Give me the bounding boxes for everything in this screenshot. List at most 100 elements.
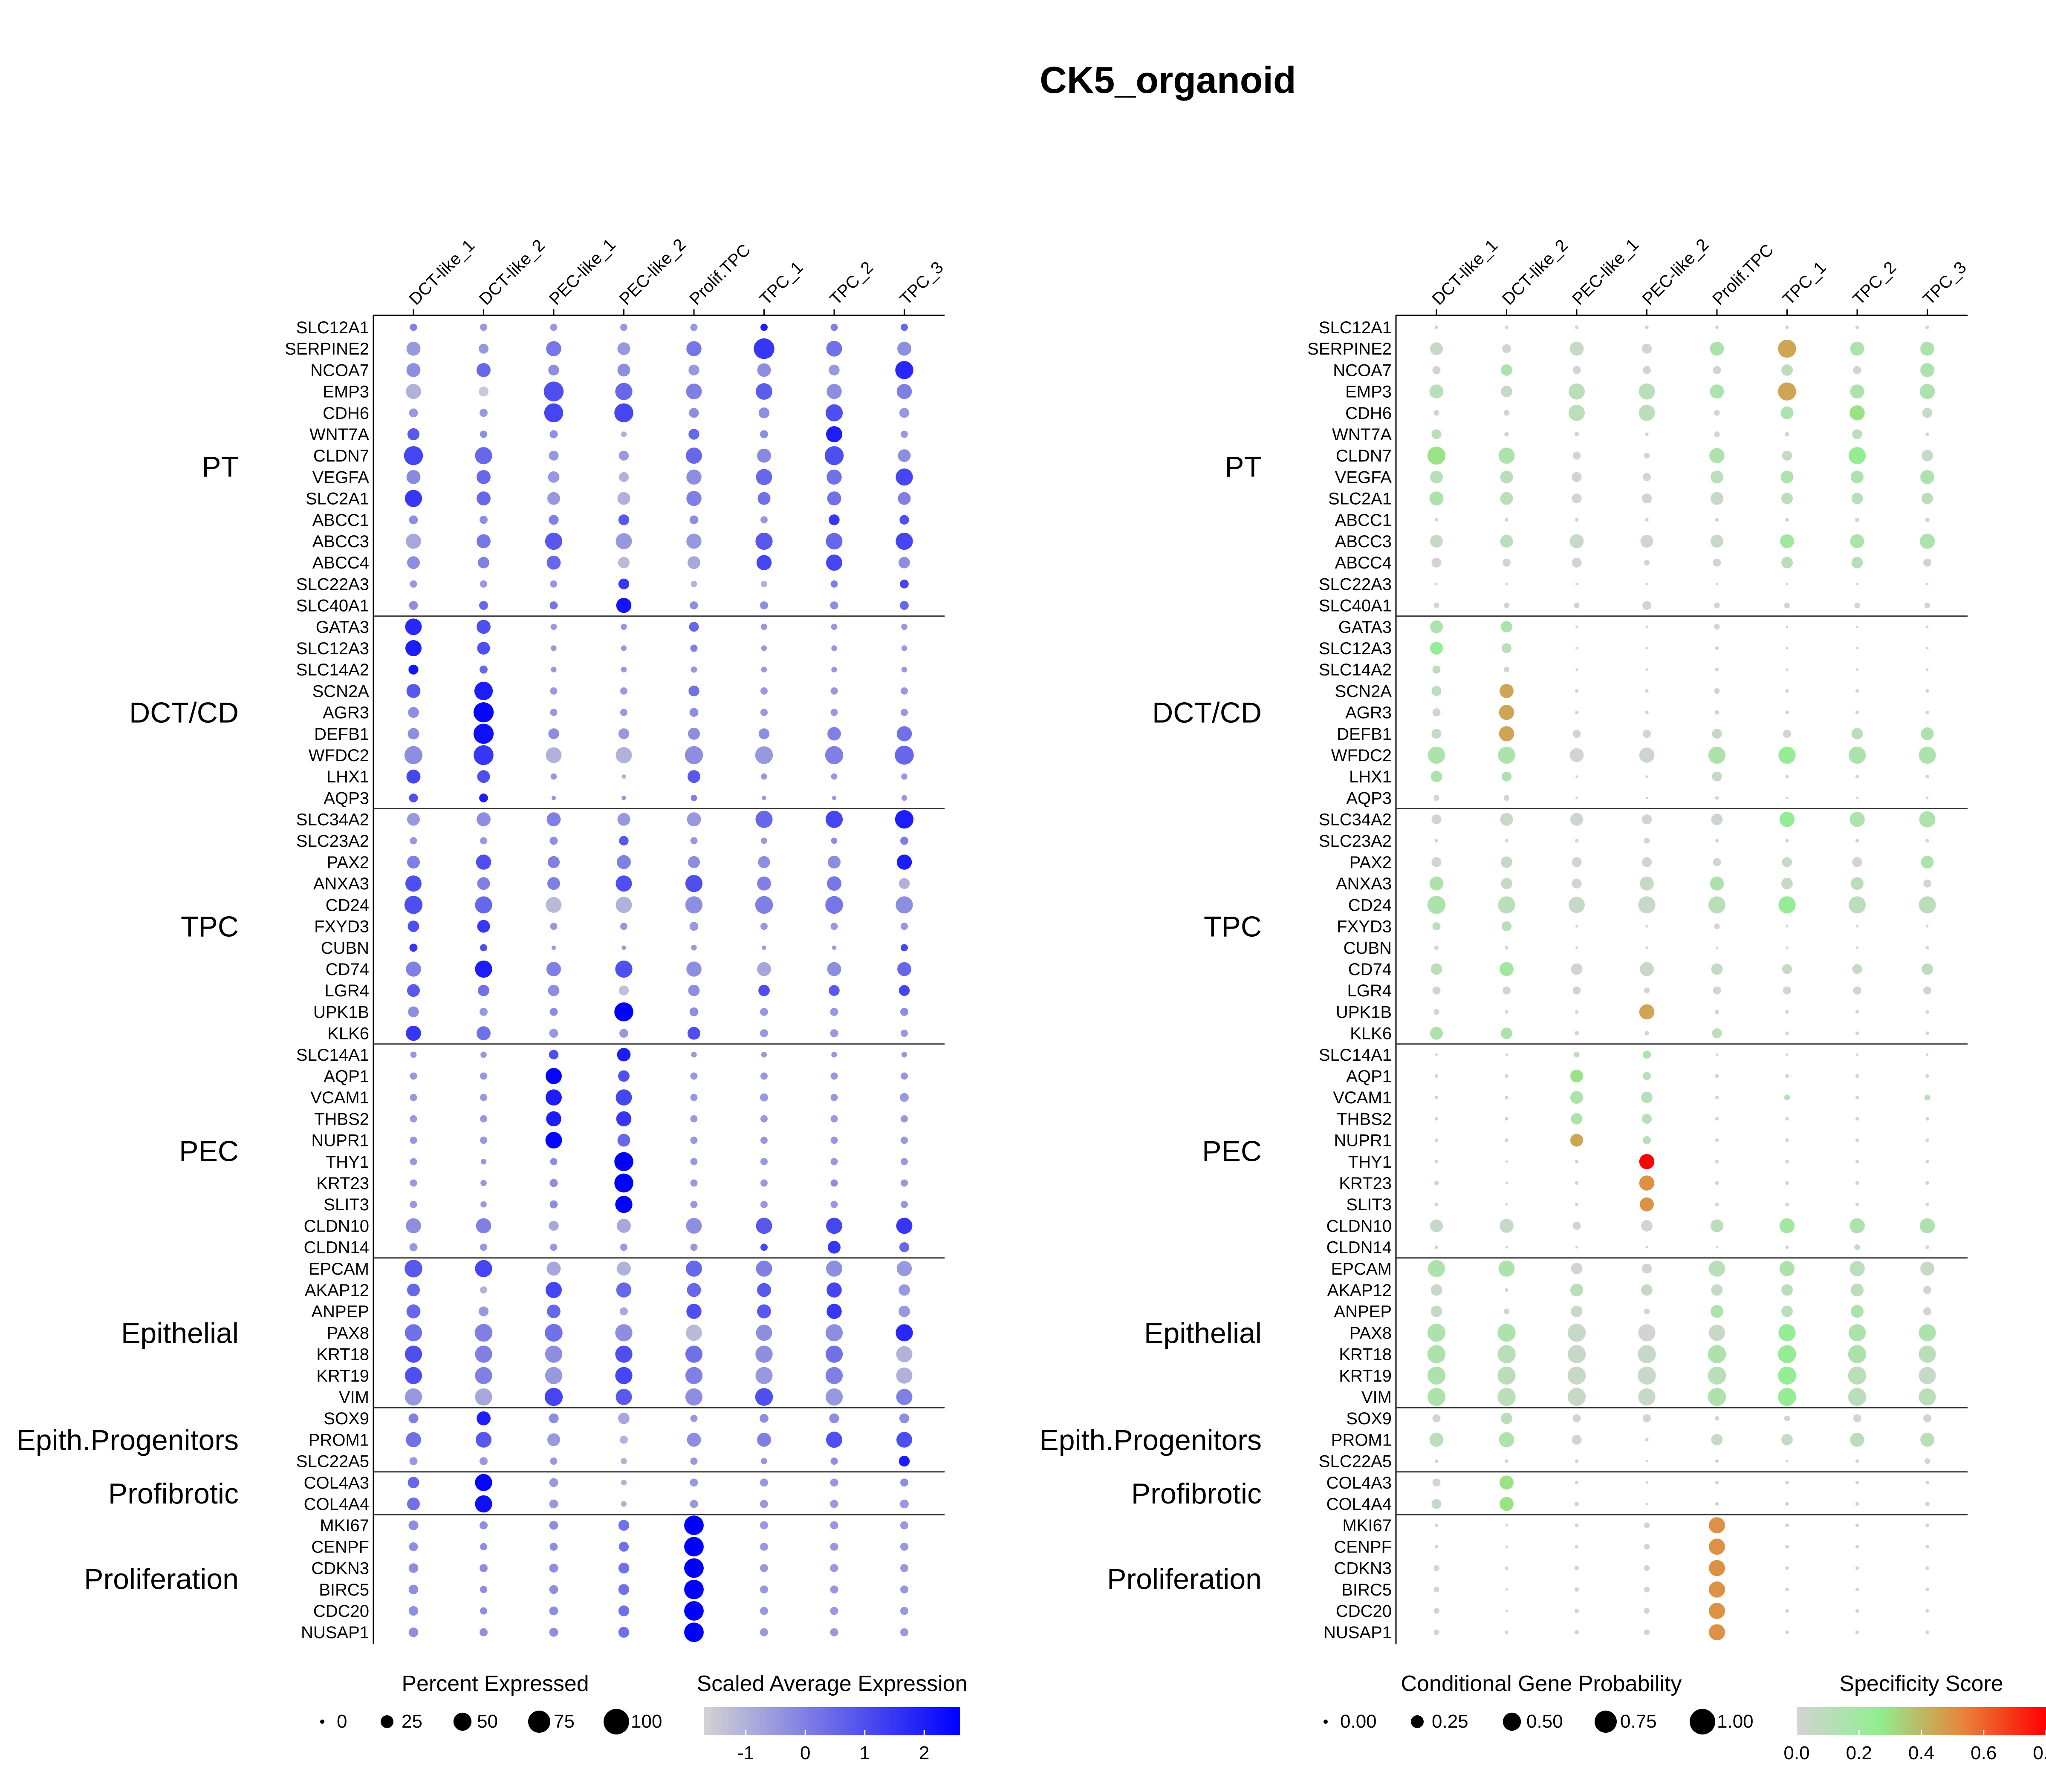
cluster-label: TPC_1 — [1779, 258, 1830, 309]
dot — [1432, 366, 1441, 374]
dot — [480, 516, 488, 524]
dot — [900, 1564, 908, 1573]
dot — [1786, 625, 1789, 628]
dot — [1715, 667, 1719, 672]
dot — [1433, 795, 1439, 801]
dot — [549, 430, 558, 439]
dot — [1780, 470, 1794, 484]
dot — [686, 1304, 702, 1319]
dot — [546, 962, 561, 976]
gene-label: ABCC4 — [312, 554, 369, 572]
dot — [1575, 775, 1578, 778]
dot — [1711, 1219, 1723, 1232]
dot — [760, 1200, 768, 1208]
gene-label: THY1 — [1348, 1153, 1392, 1172]
dot — [404, 746, 423, 765]
dot — [1851, 493, 1863, 505]
dot — [899, 1284, 910, 1296]
dot — [1925, 839, 1929, 843]
gene-label: VEGFA — [1335, 468, 1392, 487]
dot — [830, 1521, 838, 1529]
dot — [1433, 410, 1439, 416]
dot — [407, 1498, 420, 1510]
gene-label: CUBN — [1344, 939, 1392, 958]
dot — [1645, 518, 1649, 522]
dot — [760, 430, 768, 439]
dot — [548, 984, 560, 996]
dot — [685, 1345, 703, 1363]
dot — [409, 408, 418, 418]
dot — [1855, 1181, 1859, 1185]
dot — [825, 1388, 843, 1406]
gene-label: KRT19 — [316, 1367, 369, 1385]
dot — [1569, 383, 1585, 400]
dot — [1574, 1587, 1579, 1592]
dot — [1778, 746, 1796, 764]
dot — [757, 962, 771, 976]
dot — [1503, 986, 1511, 995]
dot — [1848, 896, 1866, 914]
dot — [480, 1521, 488, 1529]
dot — [1925, 1160, 1929, 1164]
dot — [832, 945, 837, 950]
dot — [1575, 1459, 1579, 1463]
dot — [1785, 689, 1789, 693]
gene-label: EPCAM — [309, 1260, 369, 1278]
dot — [1711, 814, 1723, 825]
dot — [478, 1306, 489, 1316]
dot — [480, 1628, 488, 1636]
dot — [405, 1367, 422, 1384]
dot — [1785, 1245, 1789, 1249]
dot — [755, 811, 773, 828]
dot — [546, 1089, 562, 1106]
dot — [830, 601, 838, 610]
dot — [410, 1179, 417, 1187]
gene-label: CD24 — [326, 896, 369, 915]
dot — [825, 746, 844, 765]
dot — [896, 468, 913, 486]
dot — [757, 876, 771, 891]
dot — [1500, 1218, 1514, 1233]
dot — [1715, 796, 1719, 800]
dot — [826, 1260, 842, 1277]
dot — [476, 1431, 491, 1448]
dot — [1434, 1095, 1439, 1099]
dot — [618, 578, 630, 590]
group-label: Proliferation — [84, 1563, 239, 1596]
dot — [1642, 601, 1651, 610]
dot — [827, 727, 841, 741]
dot — [407, 428, 420, 441]
dot — [549, 1606, 558, 1616]
dot — [407, 556, 420, 569]
dot — [1925, 1010, 1929, 1014]
gene-label: SLC23A2 — [1319, 832, 1392, 851]
dot — [1921, 727, 1934, 740]
dot — [473, 702, 494, 723]
dot — [1638, 1388, 1656, 1406]
dot — [615, 1345, 633, 1363]
dot — [1856, 625, 1858, 628]
dot — [1638, 896, 1656, 914]
dot — [899, 878, 910, 889]
dot — [1505, 1566, 1508, 1570]
dot — [1641, 1264, 1652, 1274]
dot — [690, 1414, 698, 1422]
dot — [480, 1564, 488, 1573]
dot — [760, 1478, 768, 1487]
dot — [1786, 647, 1789, 649]
dot — [1709, 1325, 1725, 1341]
dot — [409, 1457, 418, 1466]
dot — [1925, 1181, 1929, 1185]
gene-label: SLIT3 — [324, 1195, 369, 1214]
dot — [406, 769, 421, 784]
dot — [691, 795, 697, 801]
dot — [621, 1501, 627, 1507]
dot — [1778, 339, 1796, 358]
dot — [1502, 344, 1511, 353]
gene-label: CUBN — [321, 939, 369, 958]
dot — [901, 773, 907, 780]
dot — [1645, 668, 1648, 671]
dot — [1713, 858, 1721, 866]
dot — [830, 1628, 838, 1636]
color-legend-title: Specificity Score — [1839, 1671, 2003, 1696]
